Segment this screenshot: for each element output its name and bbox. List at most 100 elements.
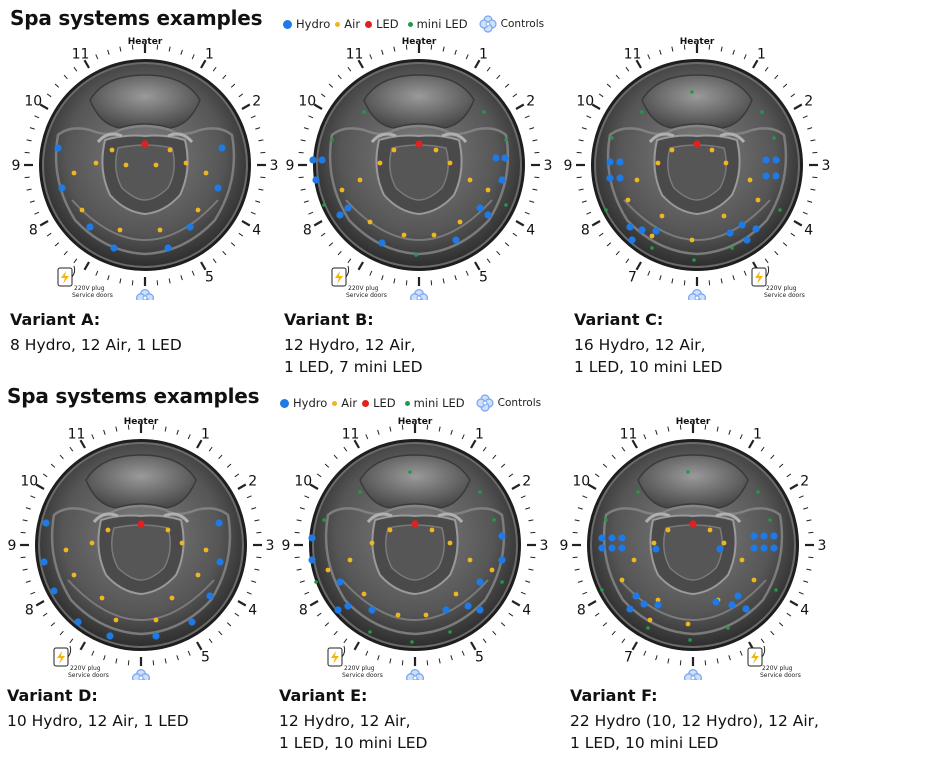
dial-hour-4: 4 bbox=[804, 223, 813, 239]
air-jet bbox=[105, 527, 111, 533]
hydro-jet bbox=[772, 172, 780, 180]
air-jet bbox=[391, 147, 397, 153]
hydro-jet bbox=[442, 606, 450, 614]
hydro-jet bbox=[452, 236, 460, 244]
air-jet bbox=[93, 160, 99, 166]
hydro-jet bbox=[760, 532, 768, 540]
mini-led-jet bbox=[604, 518, 608, 522]
dial-hour-2: 2 bbox=[248, 474, 257, 490]
dial-hour-11: 11 bbox=[342, 426, 360, 442]
hydro-jet bbox=[492, 154, 500, 162]
hydro-jet bbox=[618, 534, 626, 542]
service-doors-label: Service doors bbox=[760, 672, 801, 679]
dial-hour-4: 4 bbox=[248, 603, 257, 619]
tub-shell bbox=[591, 59, 803, 271]
dial-hour-8: 8 bbox=[303, 223, 312, 239]
mini-led-jet bbox=[322, 203, 326, 207]
legend-led: LED bbox=[362, 396, 396, 410]
mini-led-jet bbox=[760, 110, 764, 114]
hydro-jet bbox=[476, 204, 484, 212]
jets bbox=[308, 470, 506, 644]
air-jet bbox=[739, 557, 745, 563]
legend-controls: Controls bbox=[500, 18, 545, 30]
mini-led-jet bbox=[610, 136, 614, 140]
heater-label: Heater bbox=[676, 417, 711, 427]
service-doors-label: Service doors bbox=[68, 672, 109, 679]
led-light bbox=[141, 140, 149, 148]
dial-hour-2: 2 bbox=[526, 94, 535, 110]
air-jet bbox=[489, 567, 495, 573]
air-jet bbox=[669, 147, 675, 153]
variant-e-title: Variant E: bbox=[279, 686, 368, 705]
dial-hour-3: 3 bbox=[540, 538, 549, 554]
air-jet bbox=[63, 547, 69, 553]
hydro-jet bbox=[772, 156, 780, 164]
air-jet bbox=[631, 557, 637, 563]
dial-hour-11: 11 bbox=[346, 46, 364, 62]
mini-led-jet bbox=[358, 490, 362, 494]
hydro-jet bbox=[216, 558, 224, 566]
tub-diagram-variant-b: 1 2 3 4 5 8 9 10 11 Heater 220V plug Service doors bbox=[284, 30, 554, 300]
variant-b-desc: 12 Hydro, 12 Air, 1 LED, 7 mini LED bbox=[284, 336, 423, 376]
hydro-jet bbox=[186, 223, 194, 231]
heater-label: Heater bbox=[124, 417, 159, 427]
air-jet bbox=[183, 160, 189, 166]
hydro-jet bbox=[308, 534, 316, 542]
tub-diagram-variant-a: 1 2 3 4 5 8 9 10 11 Heater 220V plug Service doors bbox=[10, 30, 280, 300]
service-doors-label: Service doors bbox=[764, 292, 805, 299]
air-jet bbox=[721, 540, 727, 546]
air-jet bbox=[651, 540, 657, 546]
hydro-jet bbox=[652, 227, 660, 235]
mini-led-jet bbox=[640, 110, 644, 114]
hydro-jet bbox=[152, 632, 160, 640]
hydro-jet bbox=[640, 600, 648, 608]
mini-led-jet bbox=[772, 136, 776, 140]
air-jet bbox=[71, 572, 77, 578]
variant-f-title: Variant F: bbox=[570, 686, 658, 705]
hydro-jet bbox=[334, 606, 342, 614]
variant-a-title: Variant A: bbox=[10, 310, 101, 329]
hydro-jet bbox=[86, 223, 94, 231]
hydro-jet bbox=[110, 244, 118, 252]
hydro-jet bbox=[188, 618, 196, 626]
air-jet bbox=[721, 213, 727, 219]
hydro-jet bbox=[626, 223, 634, 231]
hydro-jet bbox=[638, 226, 646, 234]
heater-label: Heater bbox=[128, 37, 163, 47]
dial-hour-1: 1 bbox=[753, 426, 762, 442]
air-jet bbox=[467, 177, 473, 183]
power-plug-lightning-icon bbox=[327, 645, 346, 667]
dial-hour-labels: 1 2 3 4 7 8 9 10 11 bbox=[560, 426, 827, 665]
mini-led-jet bbox=[778, 208, 782, 212]
dial-hour-3: 3 bbox=[818, 538, 827, 554]
dial-hour-7: 7 bbox=[624, 650, 633, 666]
dial-hour-3: 3 bbox=[822, 158, 831, 174]
air-jet bbox=[709, 147, 715, 153]
hydro-jet bbox=[750, 544, 758, 552]
led-light bbox=[137, 520, 145, 528]
mini-led-jet bbox=[604, 208, 608, 212]
air-jet bbox=[447, 160, 453, 166]
legend-air: Air bbox=[335, 17, 360, 31]
dial-ticks bbox=[576, 44, 818, 286]
mini-led-jet bbox=[726, 626, 730, 630]
hydro-jet bbox=[336, 578, 344, 586]
dial-hour-11: 11 bbox=[72, 46, 90, 62]
jets bbox=[40, 519, 224, 640]
air-jet bbox=[647, 617, 653, 623]
dial-hour-9: 9 bbox=[560, 538, 569, 554]
heater-label: Heater bbox=[680, 37, 715, 47]
hydro-jet bbox=[752, 225, 760, 233]
led-dot-icon bbox=[365, 20, 373, 28]
led-light bbox=[689, 520, 697, 528]
air-jet bbox=[751, 577, 757, 583]
hydro-jet bbox=[743, 236, 751, 244]
hydro-jet bbox=[608, 544, 616, 552]
air-jet bbox=[755, 197, 761, 203]
hydro-jet bbox=[728, 601, 736, 609]
air-dot-icon bbox=[332, 400, 338, 406]
air-jet bbox=[203, 547, 209, 553]
air-dot-icon bbox=[335, 21, 341, 27]
dial-hour-8: 8 bbox=[581, 223, 590, 239]
dial-hour-labels: 1 2 3 4 7 8 9 10 11 bbox=[564, 46, 831, 285]
